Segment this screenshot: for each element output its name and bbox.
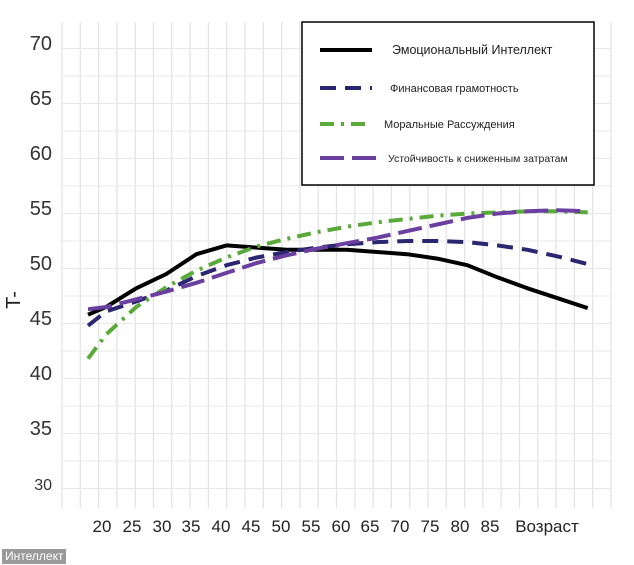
x-tick-label: 75 (421, 517, 440, 536)
series-lines (86, 208, 589, 360)
x-tick-label: 65 (361, 517, 380, 536)
x-tick-label: 60 (332, 517, 351, 536)
x-axis-ticks: 20 25 30 35 40 45 50 55 60 65 70 75 80 85 Возраст (93, 517, 579, 536)
y-tick-label: 55 (30, 198, 52, 220)
x-tick-label: 85 (481, 517, 500, 536)
x-tick-label: 50 (272, 517, 291, 536)
x-tick-label: 40 (212, 517, 231, 536)
series-line-4 (87, 208, 588, 312)
y-tick-label: 60 (30, 143, 52, 165)
x-tick-label: 45 (242, 517, 261, 536)
legend-label-4: Устойчивость к сниженным затратам (388, 153, 568, 165)
legend-label-2: Финансовая грамотность (390, 83, 519, 95)
legend: Эмоциональный Интеллект Финансовая грамот… (301, 21, 595, 186)
watermark-label: Интеллект (2, 549, 67, 564)
y-axis-label: T- (3, 291, 25, 309)
y-tick-label: 35 (30, 418, 52, 440)
x-tick-label: 20 (93, 517, 112, 536)
y-tick-label: 65 (30, 88, 52, 110)
y-tick-label: 70 (30, 33, 52, 55)
y-tick-label: 30 (34, 477, 52, 494)
y-tick-label: 50 (30, 253, 52, 275)
y-axis-ticks: 30 35 40 45 50 55 60 65 70 (30, 33, 52, 494)
x-tick-label: 30 (153, 517, 172, 536)
y-tick-label: 40 (30, 363, 52, 385)
y-tick-label: 45 (30, 308, 52, 330)
series-line-1 (87, 243, 589, 317)
legend-label-3: Моральные Рассуждения (384, 119, 515, 131)
x-tick-label: Возраст (515, 517, 579, 536)
x-tick-label: 55 (302, 517, 321, 536)
x-tick-label: 80 (451, 517, 470, 536)
legend-label-1: Эмоциональный Интеллект (392, 43, 553, 57)
x-tick-label: 35 (182, 517, 201, 536)
x-tick-label: 25 (123, 517, 142, 536)
x-tick-label: 70 (391, 517, 410, 536)
